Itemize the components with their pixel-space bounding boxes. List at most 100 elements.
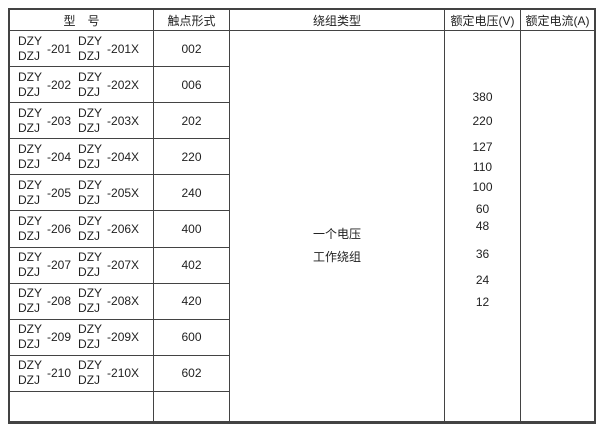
model-group: DZY DZJ -210 [18, 358, 71, 388]
brand-stack-x: DZY DZJ [78, 178, 106, 208]
brand-bottom-x: DZJ [78, 301, 101, 316]
contact-form-cell: 002 [154, 31, 230, 68]
brand-bottom: DZJ [18, 192, 40, 207]
model-group: DZY DZJ -209 [18, 322, 71, 352]
model-group: DZY DZJ -201 [18, 34, 71, 64]
model-group: DZY DZJ -207 [18, 250, 71, 280]
brand-bottom-x: DZJ [78, 156, 101, 171]
model-suffix: -203 [47, 113, 72, 128]
brand-stack-x: DZY DZJ [78, 34, 106, 64]
voltage-value: 24 [475, 273, 490, 287]
header-rated-voltage: 额定电压(V) [445, 10, 521, 31]
voltage-value: 380 [472, 90, 493, 104]
brand-bottom: DZJ [18, 337, 40, 352]
model-group-x: DZY DZJ -209X [78, 322, 139, 352]
brand-stack: DZY DZJ [18, 106, 46, 136]
brand-top: DZY [18, 69, 42, 84]
brand-top-x: DZY [78, 105, 103, 120]
model-cell: DZY DZJ -206 DZY DZJ -206X [10, 211, 154, 248]
model-suffix: -209 [47, 330, 72, 345]
model-group-x: DZY DZJ -205X [78, 178, 139, 208]
brand-top: DZY [18, 177, 42, 192]
model-group-x: DZY DZJ -207X [78, 250, 139, 280]
model-group-x: DZY DZJ -208X [78, 286, 139, 316]
header-contact-form: 触点形式 [154, 10, 230, 31]
model-suffix-x: -203X [107, 113, 140, 128]
brand-stack-x: DZY DZJ [78, 358, 106, 388]
brand-bottom-x: DZJ [78, 337, 101, 352]
brand-bottom-x: DZJ [78, 229, 101, 244]
brand-bottom: DZJ [18, 373, 40, 388]
brand-bottom: DZJ [18, 156, 40, 171]
model-suffix-x: -206X [107, 222, 140, 237]
contact-form-cell: 602 [154, 355, 230, 392]
model-group-x: DZY DZJ -202X [78, 70, 139, 100]
model-suffix-x: -205X [107, 185, 140, 200]
brand-top: DZY [18, 322, 42, 337]
brand-top-x: DZY [78, 322, 103, 337]
model-group-x: DZY DZJ -206X [78, 214, 139, 244]
brand-top-x: DZY [78, 214, 103, 229]
brand-stack: DZY DZJ [18, 322, 46, 352]
model-group: DZY DZJ -204 [18, 142, 71, 172]
model-suffix: -208 [47, 294, 72, 309]
brand-stack: DZY DZJ [18, 70, 46, 100]
model-suffix-x: -208X [107, 294, 140, 309]
winding-type-text: 一个电压 工作绕组 [230, 223, 444, 269]
voltage-list: 380 220 127 110 100 60 48 36 24 12 [445, 31, 520, 421]
brand-top-x: DZY [78, 141, 103, 156]
brand-top-x: DZY [78, 358, 103, 373]
model-group-x: DZY DZJ -204X [78, 142, 139, 172]
brand-top-x: DZY [78, 33, 103, 48]
brand-bottom-x: DZJ [78, 192, 101, 207]
brand-bottom-x: DZJ [78, 373, 101, 388]
model-cell: DZY DZJ -204 DZY DZJ -204X [10, 139, 154, 176]
model-suffix-x: -207X [107, 258, 140, 273]
brand-top-x: DZY [78, 250, 103, 265]
voltage-value: 220 [472, 114, 493, 128]
voltage-value: 12 [475, 295, 490, 309]
brand-stack-x: DZY DZJ [78, 142, 106, 172]
brand-stack: DZY DZJ [18, 142, 46, 172]
brand-bottom: DZJ [18, 84, 40, 99]
model-suffix: -207 [47, 258, 72, 273]
model-cell: DZY DZJ -201 DZY DZJ -201X [10, 31, 154, 68]
brand-stack: DZY DZJ [18, 358, 46, 388]
voltage-value: 48 [475, 219, 490, 233]
model-suffix-x: -210X [107, 366, 140, 381]
contact-form-cell: 240 [154, 175, 230, 212]
model-group-x: DZY DZJ -210X [78, 358, 139, 388]
model-group: DZY DZJ -205 [18, 178, 71, 208]
brand-bottom-x: DZJ [78, 48, 101, 63]
brand-bottom: DZJ [18, 48, 40, 63]
contact-form-cell: 600 [154, 319, 230, 356]
brand-stack: DZY DZJ [18, 286, 46, 316]
model-group: DZY DZJ -208 [18, 286, 71, 316]
model-cell: DZY DZJ -209 DZY DZJ -209X [10, 319, 154, 356]
brand-stack: DZY DZJ [18, 34, 46, 64]
contact-form-cell: 420 [154, 283, 230, 320]
model-group: DZY DZJ -206 [18, 214, 71, 244]
model-suffix-x: -204X [107, 149, 140, 164]
page: 型 号 触点形式 绕组类型 额定电压(V) 额定电流(A) 一个电压 工作绕组 … [8, 8, 596, 424]
model-group-x: DZY DZJ -203X [78, 106, 139, 136]
model-suffix: -201 [47, 41, 72, 56]
brand-stack-x: DZY DZJ [78, 106, 106, 136]
contact-form-cell: 220 [154, 139, 230, 176]
brand-stack-x: DZY DZJ [78, 322, 106, 352]
voltage-value: 60 [475, 202, 490, 216]
model-cell: DZY DZJ -202 DZY DZJ -202X [10, 67, 154, 104]
brand-top-x: DZY [78, 177, 103, 192]
brand-stack-x: DZY DZJ [78, 70, 106, 100]
brand-stack: DZY DZJ [18, 178, 46, 208]
rated-current-cell [521, 31, 594, 422]
winding-type-line-2: 工作绕组 [312, 250, 361, 264]
brand-top-x: DZY [78, 69, 103, 84]
model-suffix-x: -202X [107, 77, 140, 92]
brand-bottom-x: DZJ [78, 120, 101, 135]
voltage-value: 127 [472, 140, 493, 154]
brand-bottom-x: DZJ [78, 84, 101, 99]
model-cell: DZY DZJ -205 DZY DZJ -205X [10, 175, 154, 212]
brand-stack-x: DZY DZJ [78, 250, 106, 280]
brand-stack: DZY DZJ [18, 214, 46, 244]
